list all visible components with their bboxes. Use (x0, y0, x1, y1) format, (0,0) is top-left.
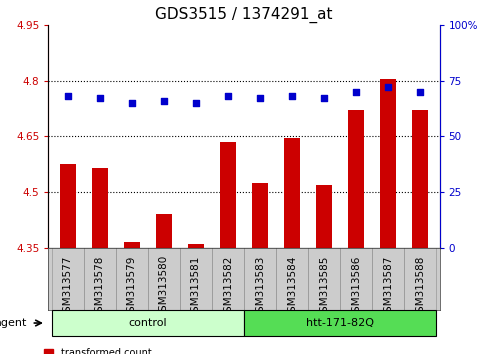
Text: GSM313577: GSM313577 (62, 255, 72, 319)
Text: GSM313581: GSM313581 (191, 255, 201, 319)
Text: htt-171-82Q: htt-171-82Q (306, 318, 374, 328)
Text: GSM313578: GSM313578 (95, 255, 105, 319)
Point (96, 96, 103, 101)
Point (256, 96, 264, 101)
Bar (252, 183, 268, 248)
Bar (380, 79, 396, 248)
Point (416, 89, 424, 95)
Text: GSM313588: GSM313588 (415, 255, 426, 319)
Bar (244, 310, 436, 336)
Bar (188, 244, 204, 248)
Point (192, 100, 199, 105)
Bar (412, 110, 428, 248)
Point (224, 93, 232, 99)
Bar (284, 138, 300, 248)
Bar (52, 310, 244, 336)
Bar (124, 242, 140, 248)
Title: GDS3515 / 1374291_at: GDS3515 / 1374291_at (155, 7, 333, 23)
Text: GSM313586: GSM313586 (351, 255, 361, 319)
Point (384, 84, 392, 90)
Point (352, 89, 360, 95)
Text: GSM313582: GSM313582 (223, 255, 233, 319)
Point (320, 96, 328, 101)
Text: GSM313587: GSM313587 (383, 255, 393, 319)
Bar (92, 168, 108, 248)
Text: GSM313583: GSM313583 (255, 255, 265, 319)
Point (288, 93, 296, 99)
Bar (348, 110, 364, 248)
Bar (59, 164, 75, 248)
Text: GSM313585: GSM313585 (319, 255, 329, 319)
Text: GSM313584: GSM313584 (287, 255, 297, 319)
Legend: transformed count, percentile rank within the sample: transformed count, percentile rank withi… (43, 348, 226, 354)
Text: GSM313580: GSM313580 (159, 255, 169, 319)
Point (64, 93, 71, 99)
Point (160, 98, 168, 103)
Text: agent: agent (0, 318, 27, 328)
Bar (316, 185, 332, 248)
Bar (220, 142, 236, 248)
Text: GSM313579: GSM313579 (127, 255, 137, 319)
Point (128, 100, 136, 105)
Bar (156, 214, 172, 248)
Text: control: control (128, 318, 167, 328)
